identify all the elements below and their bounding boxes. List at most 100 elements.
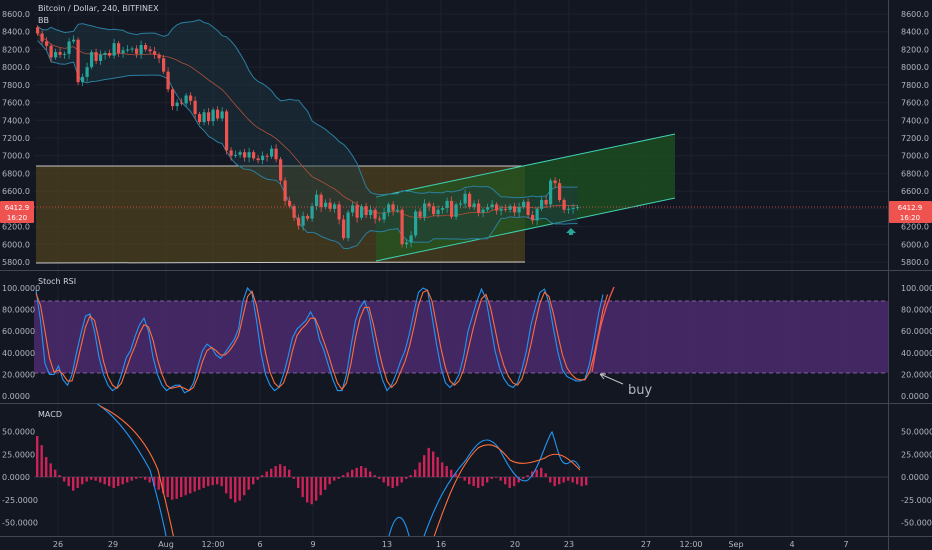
macd-bar (225, 477, 228, 494)
macd-bar (135, 477, 138, 479)
bb-fill (37, 19, 578, 249)
candle-body (36, 27, 40, 34)
candle-body (571, 207, 575, 209)
macd-bar (522, 477, 525, 479)
svg-text:16:20: 16:20 (7, 214, 27, 222)
candle-body (553, 180, 557, 184)
y-tick-left: 7400.0 (2, 116, 30, 125)
candle-body (562, 200, 566, 210)
axes: 8600.0 8600.0 8400.0 8400.0 8200.0 8200.0 8000… (2, 10, 932, 549)
macd-bar (369, 471, 372, 477)
candle-body (202, 112, 206, 123)
x-tick: 29 (108, 540, 118, 549)
candle-body (333, 204, 337, 209)
macd-bar (481, 477, 484, 487)
macd-bar (328, 477, 331, 485)
candle-body (382, 212, 386, 220)
candle-body (139, 45, 143, 54)
macd-bar (202, 477, 205, 488)
candle-body (472, 203, 476, 208)
rsi-tick-left: 0.0000 (2, 392, 30, 401)
candle-body (544, 200, 548, 205)
x-tick: 20 (510, 540, 520, 549)
macd-bar (171, 477, 174, 500)
x-tick: 9 (310, 540, 315, 549)
candle-body (355, 205, 359, 218)
macd-bar (319, 477, 322, 496)
candle-body (103, 52, 107, 55)
candle-body (288, 200, 292, 207)
candle-body (90, 52, 94, 68)
y-tick-left: 8200.0 (2, 45, 30, 54)
macd-bar (301, 477, 304, 498)
macd-bar (54, 469, 57, 477)
candle-body (49, 45, 53, 58)
macd-bar (540, 467, 543, 477)
candle-body (67, 41, 71, 54)
macd-bar (441, 462, 444, 477)
macd-bar (216, 477, 219, 485)
candle-body (45, 41, 49, 46)
macd-bar (526, 475, 529, 477)
macd-bar (76, 477, 79, 488)
candle-body (346, 212, 350, 239)
candle-body (279, 159, 283, 181)
candle-body (144, 45, 148, 50)
rsi-tick-right: 40.0000 (901, 349, 932, 358)
candle-body (558, 183, 562, 200)
y-tick-right: 8200.0 (901, 45, 929, 54)
macd-bar (346, 472, 349, 477)
candle-body (99, 54, 103, 61)
candle-body (283, 180, 287, 201)
candle-body (81, 76, 85, 83)
rsi-tick-left: 80.0000 (2, 306, 35, 315)
macd-bar (477, 477, 480, 488)
rsi-tick-right: 20.0000 (901, 370, 932, 379)
macd-bar (180, 477, 183, 498)
macd-bar (436, 456, 439, 477)
y-tick-left: 5800.0 (2, 258, 30, 267)
candle-body (526, 201, 530, 216)
macd-bar (220, 477, 223, 487)
candle-body (369, 209, 373, 216)
candle-body (499, 208, 503, 211)
macd-bar (414, 469, 417, 477)
macd-bar (94, 477, 97, 481)
candle-body (108, 52, 112, 56)
candle-body (463, 193, 467, 204)
macd-bar (184, 477, 187, 496)
candle-body (310, 206, 314, 219)
macd-tick-right: -50.0000 (901, 519, 932, 528)
y-tick-left: 7200.0 (2, 134, 30, 143)
annotation-arrow (599, 373, 624, 385)
macd-bar (99, 477, 102, 483)
candle-body (450, 200, 454, 217)
candle-body (423, 203, 427, 217)
macd-bar (243, 477, 246, 496)
candle-body (576, 207, 580, 209)
macd-bar (508, 477, 511, 488)
macd-bar (112, 477, 115, 488)
candle-body (342, 219, 346, 239)
macd-tick-left: 25.0000 (2, 450, 35, 459)
candle-body (126, 49, 130, 51)
macd-bar (373, 475, 376, 477)
macd-bar (63, 477, 66, 482)
candle-body (508, 206, 512, 210)
stoch-k-line (35, 286, 604, 394)
macd-bar (400, 477, 403, 483)
macd-bar (490, 477, 493, 479)
candle-body (414, 211, 418, 236)
bollinger-bands (37, 19, 578, 250)
macd-bar (148, 477, 151, 483)
y-tick-right: 7800.0 (901, 81, 929, 90)
macd-bar (468, 477, 471, 485)
candle-body (198, 114, 202, 123)
candle-body (58, 52, 62, 55)
y-tick-left: 8600.0 (2, 10, 30, 19)
candle-body (315, 194, 319, 207)
bb-upper (37, 19, 578, 199)
y-tick-right: 7600.0 (901, 99, 929, 108)
macd-bar (409, 475, 412, 477)
